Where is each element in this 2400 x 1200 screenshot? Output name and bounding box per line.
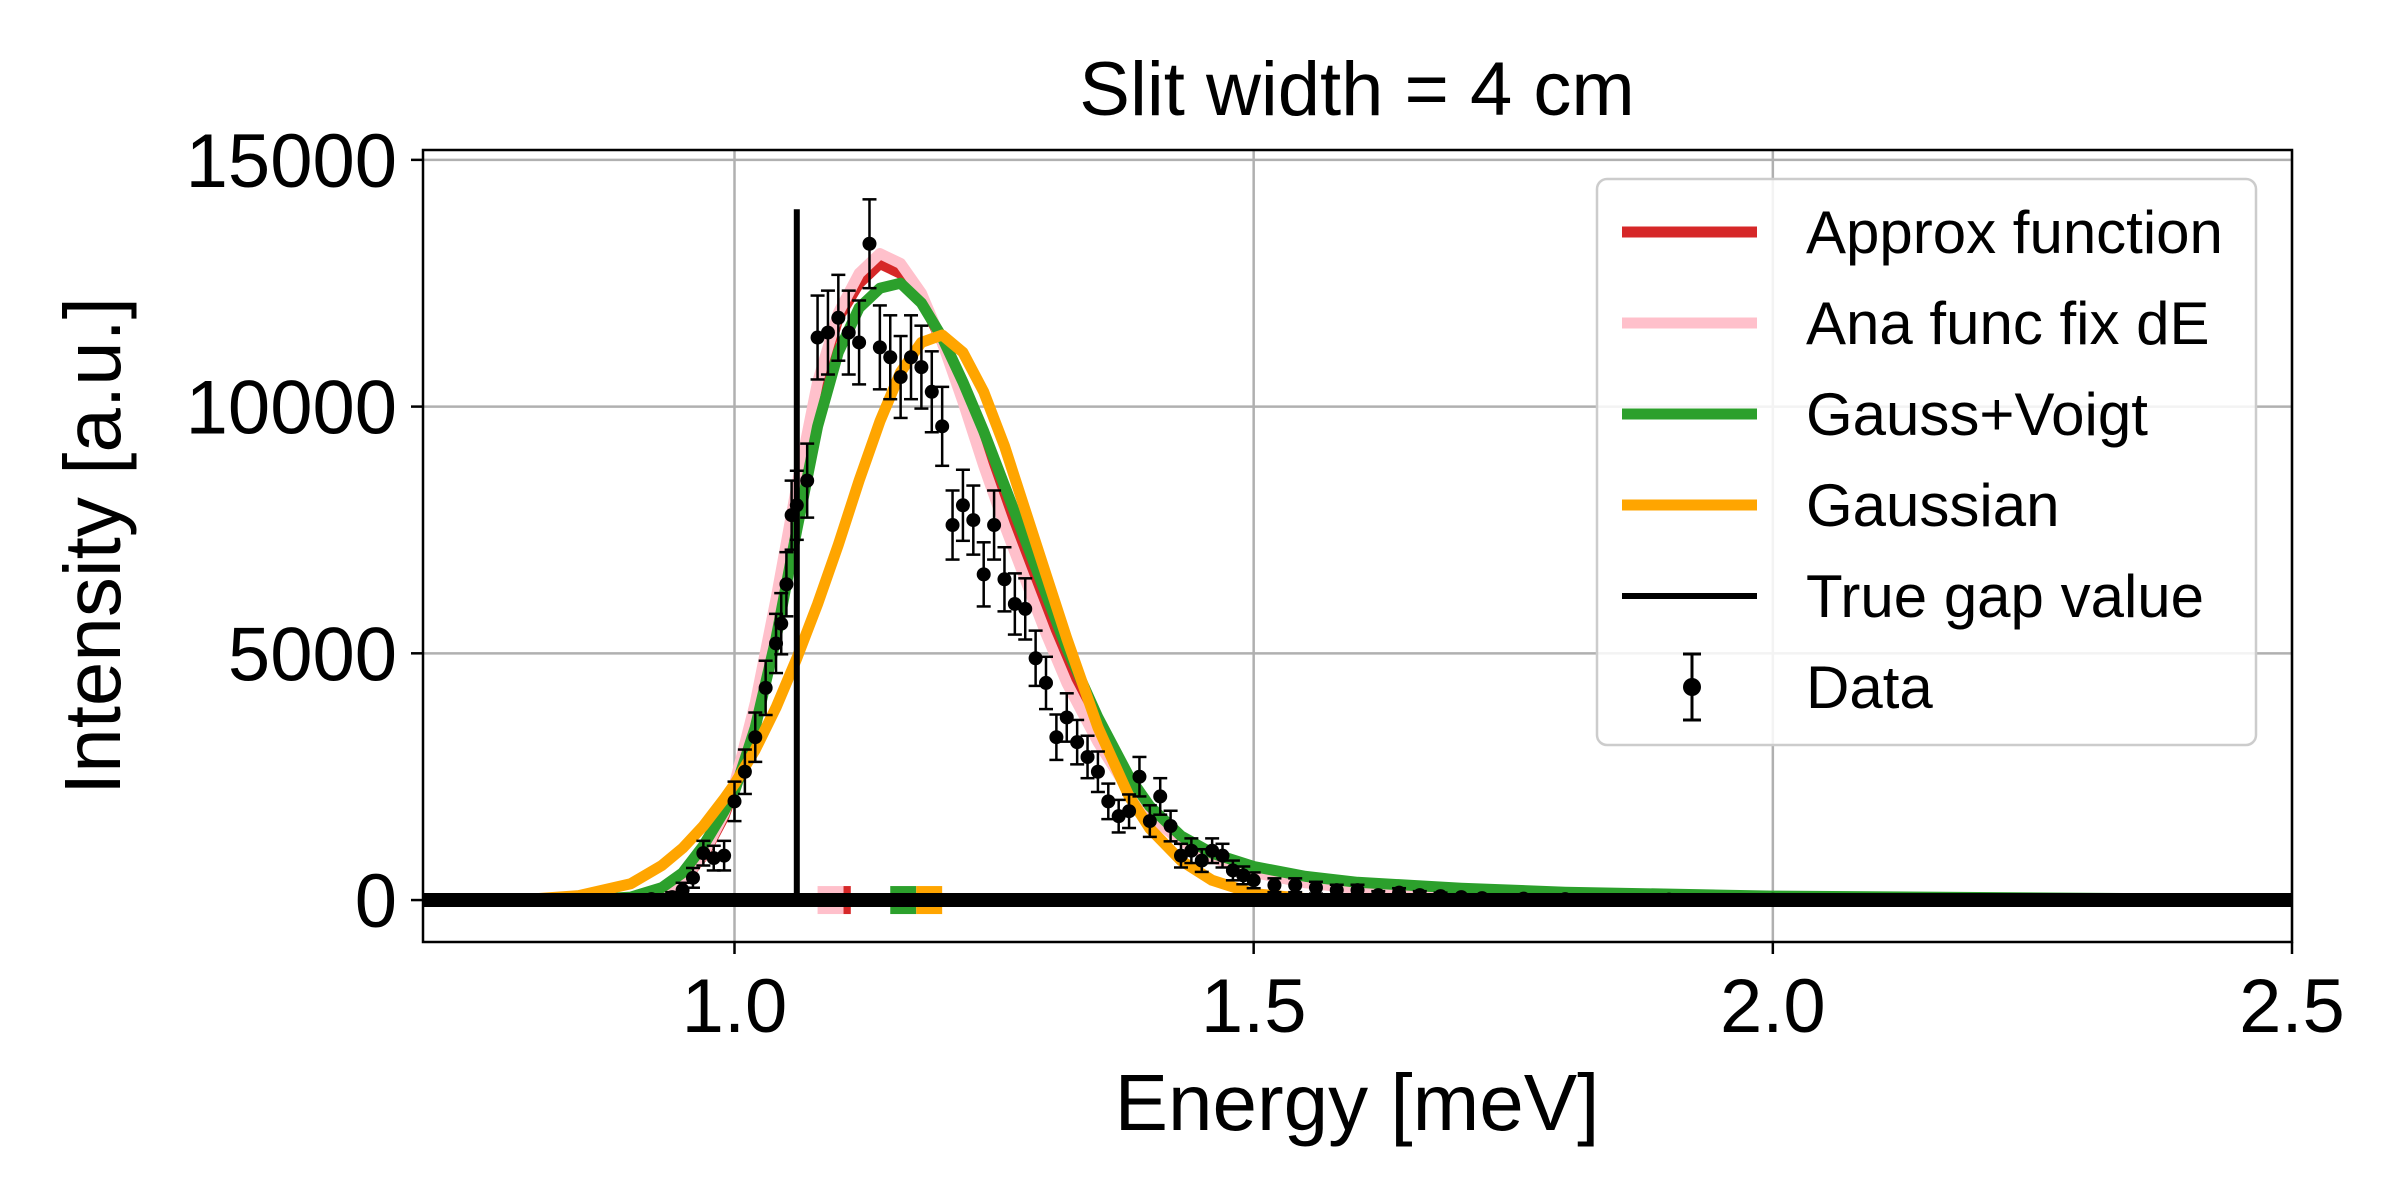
data-point [748,730,763,745]
x-tick-label: 2.0 [1720,964,1826,1049]
data-point [1215,848,1230,863]
data-point [976,567,991,582]
data-point [945,518,960,533]
data-point [758,680,773,695]
data-point [862,236,877,251]
data-point [987,518,1002,533]
y-tick-label: 10000 [186,366,397,451]
data-point [1267,878,1282,893]
data-point [1028,651,1043,666]
legend-label-gaussian: Gaussian [1806,472,2059,539]
data-point [717,848,732,863]
y-axis-label: Intensity [a.u.] [48,297,137,795]
x-tick-label: 1.5 [1201,964,1307,1049]
legend-label-gauss-voigt: Gauss+Voigt [1806,381,2148,448]
data-point [1163,819,1178,834]
data-point [1153,789,1168,804]
data-point [997,572,1012,587]
y-tick-label: 0 [355,859,397,944]
legend-handle-data [1683,652,1701,722]
data-point [737,764,752,779]
plot-frame [421,148,2294,944]
axis-ticks: 1.0 1.5 2.0 2.5 0 5000 10000 15000 [186,119,2345,1049]
data-point [1142,814,1157,829]
data-point [914,360,929,375]
data-point [810,330,825,345]
data-point [685,870,700,885]
data-point [841,325,856,340]
data-point [727,794,742,809]
legend-label-data: Data [1806,654,1933,721]
legend-label-true-gap-value: True gap value [1806,563,2204,630]
data-point [800,473,815,488]
data-point [1101,794,1116,809]
data-point [966,513,981,528]
data-point [774,616,789,631]
plot-area [423,198,2292,915]
data-point [789,498,804,513]
data-point [1007,596,1022,611]
data-point [1194,853,1209,868]
series-line-gauss-voigt [423,277,2292,906]
legend-label-approx-function: Approx function [1806,199,2223,266]
data-point [852,335,867,350]
data-point [924,384,939,399]
data-point [831,310,846,325]
data-point [1090,764,1105,779]
data-point [769,636,784,651]
data-point [1173,848,1188,863]
data-point [1122,804,1137,819]
y-tick-label: 5000 [228,612,397,697]
data-point [883,350,898,365]
data-point [1205,843,1220,858]
legend-label-ana-func-fix-de: Ana func fix dE [1806,290,2210,357]
data-point [1059,710,1074,725]
x-tick-label: 2.5 [2239,964,2345,1049]
data-point [1111,809,1126,824]
data-point [696,846,711,861]
data-point [1308,880,1323,895]
data-point [820,325,835,340]
data-point [1246,873,1261,888]
data-point [935,419,950,434]
data-point [872,340,887,355]
data-point [904,350,919,365]
data-points [423,198,2292,908]
data-point [1039,675,1053,690]
data-point [955,498,970,513]
data-point [1132,769,1147,784]
data-point [893,369,908,384]
legend: Approx function Ana func fix dE Gauss+Voig… [1595,177,2258,747]
data-point [779,577,794,592]
data-point [1070,735,1085,750]
data-point [1288,878,1303,893]
chart-title: Slit width = 4 cm [1079,47,1634,132]
data-point [1080,749,1095,764]
series-line-gaussian [423,329,2292,906]
legend-frame [1595,177,2258,747]
x-tick-label: 1.0 [682,964,788,1049]
data-point [1018,601,1033,616]
y-tick-label: 15000 [186,119,397,204]
data-point [1184,843,1199,858]
x-axis-label: Energy [meV] [1115,1058,1600,1147]
